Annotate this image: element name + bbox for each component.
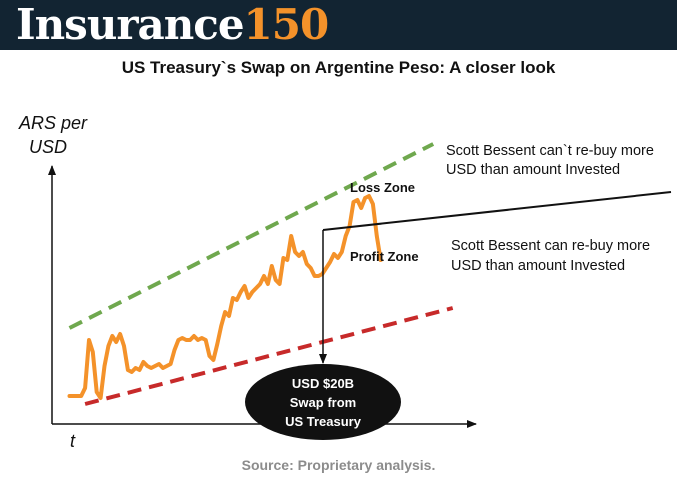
site-header: Insurance150 xyxy=(0,0,677,50)
swap-label-line3: US Treasury xyxy=(285,414,362,429)
source-note: Source: Proprietary analysis. xyxy=(241,457,436,473)
lower-bound-line xyxy=(84,306,454,406)
loss-zone-label: Loss Zone xyxy=(350,180,415,195)
brand-logo[interactable]: Insurance150 xyxy=(16,0,330,49)
brand-number: 150 xyxy=(243,0,330,49)
callout-bottom-line1: Scott Bessent can re-buy more xyxy=(451,238,650,254)
callout-top-line1: Scott Bessent can`t re-buy more xyxy=(446,143,654,159)
callout-top-line2: USD than amount Invested xyxy=(446,162,620,178)
x-axis-label: t xyxy=(70,431,76,451)
y-axis-label-line2: USD xyxy=(29,137,67,157)
chart-title: US Treasury`s Swap on Argentine Peso: A … xyxy=(121,58,556,77)
callout-connector-line xyxy=(322,191,672,231)
swap-ellipse xyxy=(245,364,401,440)
profit-zone-label: Profit Zone xyxy=(350,249,419,264)
swap-label-line2: Swap from xyxy=(290,395,356,410)
swap-label-line1: USD $20B xyxy=(292,376,354,391)
y-axis-label-line1: ARS per xyxy=(18,113,88,133)
upper-bound-line xyxy=(68,142,435,330)
brand-word: Insurance xyxy=(16,0,245,49)
callout-bottom-line2: USD than amount Invested xyxy=(451,258,625,274)
exchange-rate-line xyxy=(67,194,383,400)
